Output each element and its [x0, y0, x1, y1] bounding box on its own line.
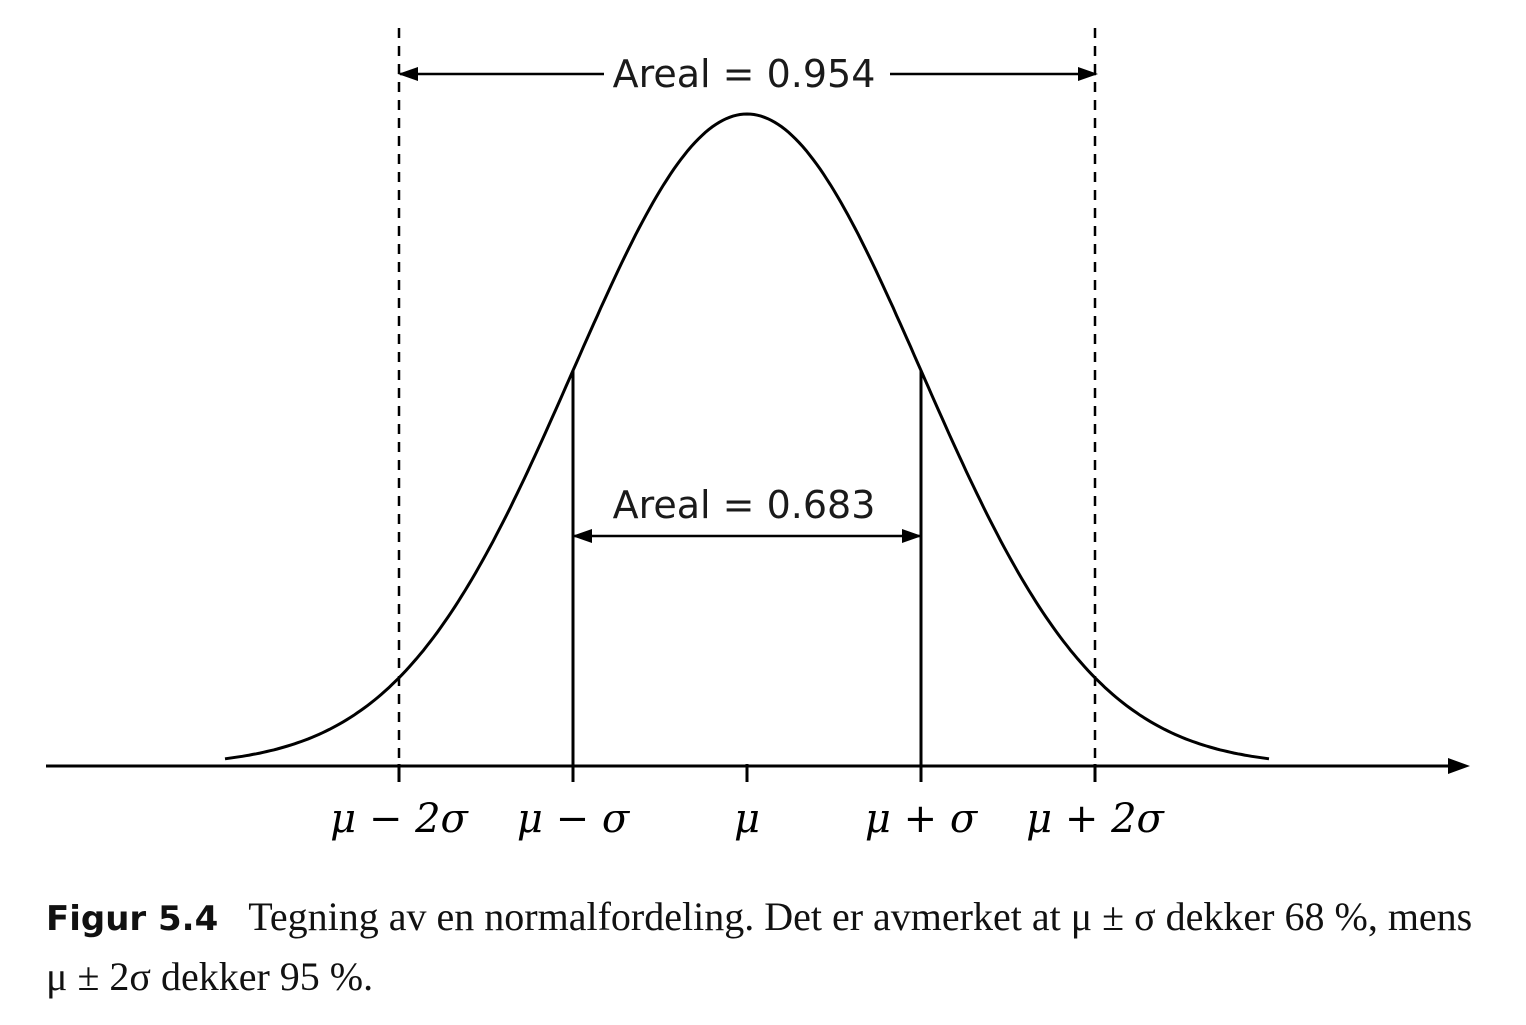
- bell-curve: [224, 112, 1270, 761]
- axis-tick-label: μ: [734, 796, 760, 842]
- caption-text: Tegning av en normalfordeling. Det er av…: [46, 894, 1473, 999]
- figure-caption: Figur 5.4 Tegning av en normalfordeling. …: [46, 888, 1486, 1006]
- axis-tick-label: μ + 2σ: [1026, 796, 1165, 842]
- axis-tick-labels: μ − 2σ μ − σ μ μ + σ μ + 2σ: [330, 796, 1165, 842]
- x-axis-arrow-icon: [1448, 758, 1470, 774]
- outer-area-label: Areal = 0.954: [613, 52, 876, 96]
- normal-distribution-figure: μ − 2σ μ − σ μ μ + σ μ + 2σ Areal = 0.954 Ar…: [46, 28, 1470, 842]
- axis-tick-label: μ − 2σ: [330, 796, 469, 842]
- caption-label: Figur 5.4: [46, 899, 219, 939]
- axis-tick-label: μ − σ: [517, 796, 631, 842]
- sigma-guides: [397, 28, 1097, 766]
- inner-area-label: Areal = 0.683: [613, 483, 876, 527]
- axis-tick-label: μ + σ: [865, 796, 979, 842]
- axis-ticks: [397, 764, 1097, 782]
